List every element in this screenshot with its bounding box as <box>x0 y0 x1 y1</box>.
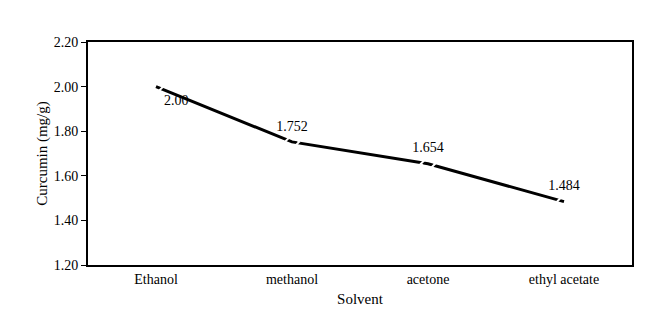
svg-text:2.20: 2.20 <box>54 35 79 50</box>
svg-text:2.00: 2.00 <box>54 80 79 95</box>
svg-text:Ethanol: Ethanol <box>134 272 178 287</box>
svg-text:1.484: 1.484 <box>548 178 580 193</box>
svg-text:1.752: 1.752 <box>276 119 308 134</box>
svg-text:1.40: 1.40 <box>54 213 79 228</box>
svg-text:1.60: 1.60 <box>54 169 79 184</box>
svg-text:1.20: 1.20 <box>54 258 79 273</box>
svg-text:ethyl acetate: ethyl acetate <box>529 272 599 287</box>
svg-text:Solvent: Solvent <box>337 291 384 307</box>
svg-text:2.00: 2.00 <box>164 93 189 108</box>
svg-text:acetone: acetone <box>407 272 450 287</box>
svg-text:1.80: 1.80 <box>54 124 79 139</box>
svg-text:Curcumin (mg/g): Curcumin (mg/g) <box>34 101 51 206</box>
svg-text:methanol: methanol <box>266 272 318 287</box>
svg-text:1.654: 1.654 <box>412 140 444 155</box>
